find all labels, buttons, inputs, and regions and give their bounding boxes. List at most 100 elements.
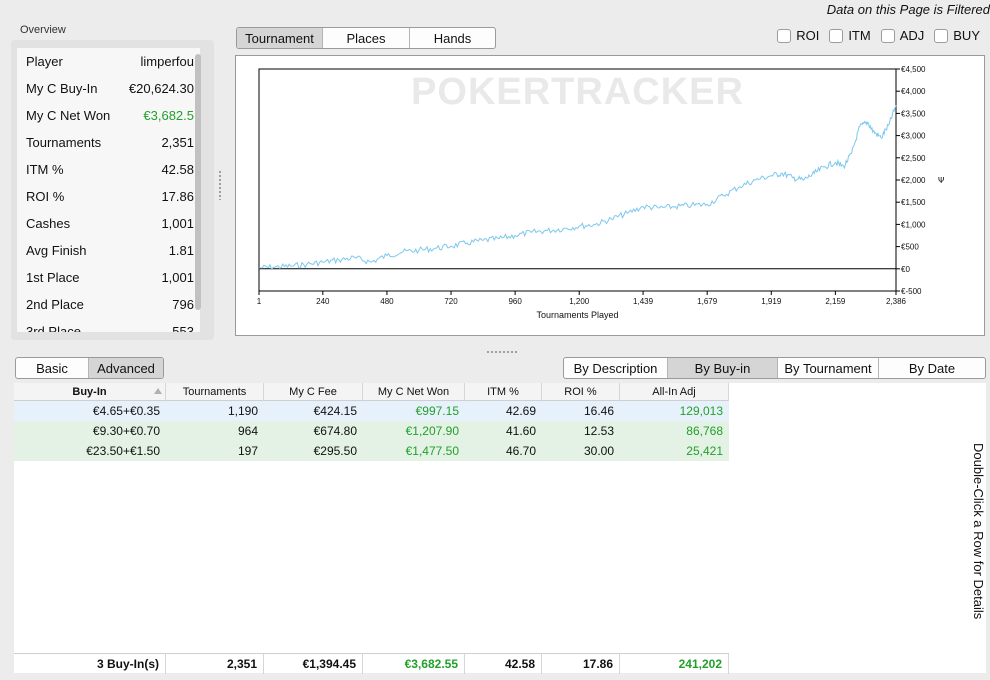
x-tick-label: 1,439 <box>633 297 654 306</box>
tab-places[interactable]: Places <box>323 28 410 48</box>
x-tick-label: 2,386 <box>886 297 907 306</box>
overview-row: My C Buy-In €20,624.30 <box>17 75 200 102</box>
overview-value: 553 <box>172 324 194 332</box>
overview-label: Tournaments <box>26 135 102 150</box>
overview-row: Tournaments 2,351 <box>17 129 200 156</box>
x-tick-label: 1,919 <box>761 297 782 306</box>
overview-row: Player limperfou <box>17 48 200 75</box>
col-net-won[interactable]: My C Net Won <box>363 383 465 401</box>
overview-label: ITM % <box>26 162 64 177</box>
tab-tournament[interactable]: Tournament <box>237 28 323 48</box>
filter-adj-label: ADJ <box>899 28 925 43</box>
filter-buy-label: BUY <box>953 28 980 43</box>
total-buy-ins: 3 Buy-In(s) <box>14 654 166 674</box>
x-tick-label: 2,159 <box>825 297 846 306</box>
axis-marker-icon: Ψ <box>938 176 944 185</box>
chart-tabs: Tournament Places Hands <box>236 27 496 49</box>
overview-row: ROI % 17.86 <box>17 183 200 210</box>
cell-net-won: €1,207.90 <box>405 424 459 438</box>
tab-advanced[interactable]: Advanced <box>89 358 163 378</box>
y-tick-label: €2,000 <box>901 176 926 185</box>
col-roi[interactable]: ROI % <box>542 383 620 401</box>
overview-title: Overview <box>20 24 66 36</box>
cell-fee: €674.80 <box>313 424 357 438</box>
col-fee[interactable]: My C Fee <box>264 383 363 401</box>
results-table: Buy-In Tournaments My C Fee My C Net Won… <box>14 383 986 674</box>
col-all-in-adj[interactable]: All-In Adj <box>620 383 729 401</box>
overview-value: 42.58 <box>161 162 194 177</box>
overview-list[interactable]: Player limperfou My C Buy-In €20,624.30 My C… <box>17 48 200 332</box>
filter-notice: Data on this Page is Filtered <box>826 2 990 17</box>
y-tick-label: €4,500 <box>901 65 926 74</box>
overview-value: limperfou <box>140 54 194 69</box>
overview-row: 2nd Place 796 <box>17 291 200 318</box>
filter-roi[interactable]: ROI <box>777 28 819 43</box>
overview-row: Cashes 1,001 <box>17 210 200 237</box>
overview-label: 2nd Place <box>26 297 84 312</box>
tab-hands[interactable]: Hands <box>433 30 472 46</box>
overview-label: ROI % <box>26 189 65 204</box>
filter-adj[interactable]: ADJ <box>880 28 925 43</box>
overview-row: 3rd Place 553 <box>17 318 200 332</box>
x-tick-label: 480 <box>380 297 394 306</box>
x-tick-label: 1,679 <box>697 297 718 306</box>
y-tick-label: €2,500 <box>901 154 926 163</box>
x-axis-label: Tournaments Played <box>536 310 618 320</box>
col-itm[interactable]: ITM % <box>465 383 542 401</box>
adj-checkbox[interactable] <box>880 28 895 43</box>
filter-itm[interactable]: ITM <box>829 28 871 43</box>
buy-checkbox[interactable] <box>934 28 949 43</box>
y-tick-label: €4,000 <box>901 87 926 96</box>
overview-label: My C Buy-In <box>26 81 98 96</box>
cell-fee: €424.15 <box>313 404 357 418</box>
overview-panel: Player limperfou My C Buy-In €20,624.30 My C… <box>11 40 214 340</box>
overview-row: ITM % 42.58 <box>17 156 200 183</box>
y-tick-label: €0 <box>901 265 910 274</box>
overview-value: 1,001 <box>161 216 194 231</box>
cell-buy-in: €9.30+€0.70 <box>92 424 160 438</box>
overview-label: Cashes <box>26 216 71 231</box>
itm-checkbox[interactable] <box>829 28 844 43</box>
tab-basic[interactable]: Basic <box>16 358 89 378</box>
col-tournaments[interactable]: Tournaments <box>166 383 264 401</box>
overview-scrollbar[interactable] <box>195 54 201 310</box>
tab-by-tournament[interactable]: By Tournament <box>778 358 879 378</box>
overview-label: Player <box>26 54 63 69</box>
filter-buy[interactable]: BUY <box>934 28 980 43</box>
total-fee: €1,394.45 <box>264 654 363 674</box>
cell-tournaments: 1,190 <box>227 404 258 418</box>
overview-value: 17.86 <box>161 189 194 204</box>
y-tick-label: €1,000 <box>901 220 926 229</box>
x-tick-label: 960 <box>508 297 522 306</box>
chart-filters: ROI ITM ADJ BUY <box>777 28 980 43</box>
vertical-splitter-grip[interactable] <box>218 170 222 200</box>
horizontal-splitter-grip[interactable] <box>486 350 518 354</box>
cell-buy-in: €4.65+€0.35 <box>92 404 160 418</box>
overview-row: 1st Place 1,001 <box>17 264 200 291</box>
x-tick-label: 720 <box>444 297 458 306</box>
roi-checkbox[interactable] <box>777 28 792 43</box>
watermark-logo: POKERTRACKER <box>411 71 744 113</box>
details-hint: Double-Click a Row for Details <box>971 383 986 653</box>
table-mode-tabs: Basic Advanced <box>15 357 164 379</box>
overview-label: My C Net Won <box>26 108 111 123</box>
tab-by-date[interactable]: By Date <box>908 360 956 376</box>
details-hint-text: Double-Click a Row for Details <box>971 443 986 620</box>
table-row[interactable]: €9.30+€0.70 964 €674.80 €1,207.90 41.60 … <box>14 421 729 441</box>
x-tick-label: 1,200 <box>569 297 590 306</box>
tab-by-description[interactable]: By Description <box>564 358 668 378</box>
total-all-in-adj: 241,202 <box>620 654 729 674</box>
cell-all-in-adj: 25,421 <box>686 444 723 458</box>
cell-roi: 12.53 <box>583 424 614 438</box>
total-itm: 42.58 <box>465 654 542 674</box>
x-tick-label: 240 <box>316 297 330 306</box>
y-tick-label: €1,500 <box>901 198 926 207</box>
filter-roi-label: ROI <box>796 28 820 43</box>
table-row[interactable]: €23.50+€1.50 197 €295.50 €1,477.50 46.70… <box>14 441 729 461</box>
tab-by-buy-in[interactable]: By Buy-in <box>668 358 778 378</box>
overview-value: 2,351 <box>161 135 194 150</box>
results-chart-svg: POKERTRACKER €4,500 €4,000 €3,500 €3,000 €2,5… <box>257 65 945 320</box>
overview-value: €3,682.5 <box>143 108 194 123</box>
table-row[interactable]: €4.65+€0.35 1,190 €424.15 €997.15 42.69 … <box>14 401 729 421</box>
col-buy-in[interactable]: Buy-In <box>14 383 166 401</box>
